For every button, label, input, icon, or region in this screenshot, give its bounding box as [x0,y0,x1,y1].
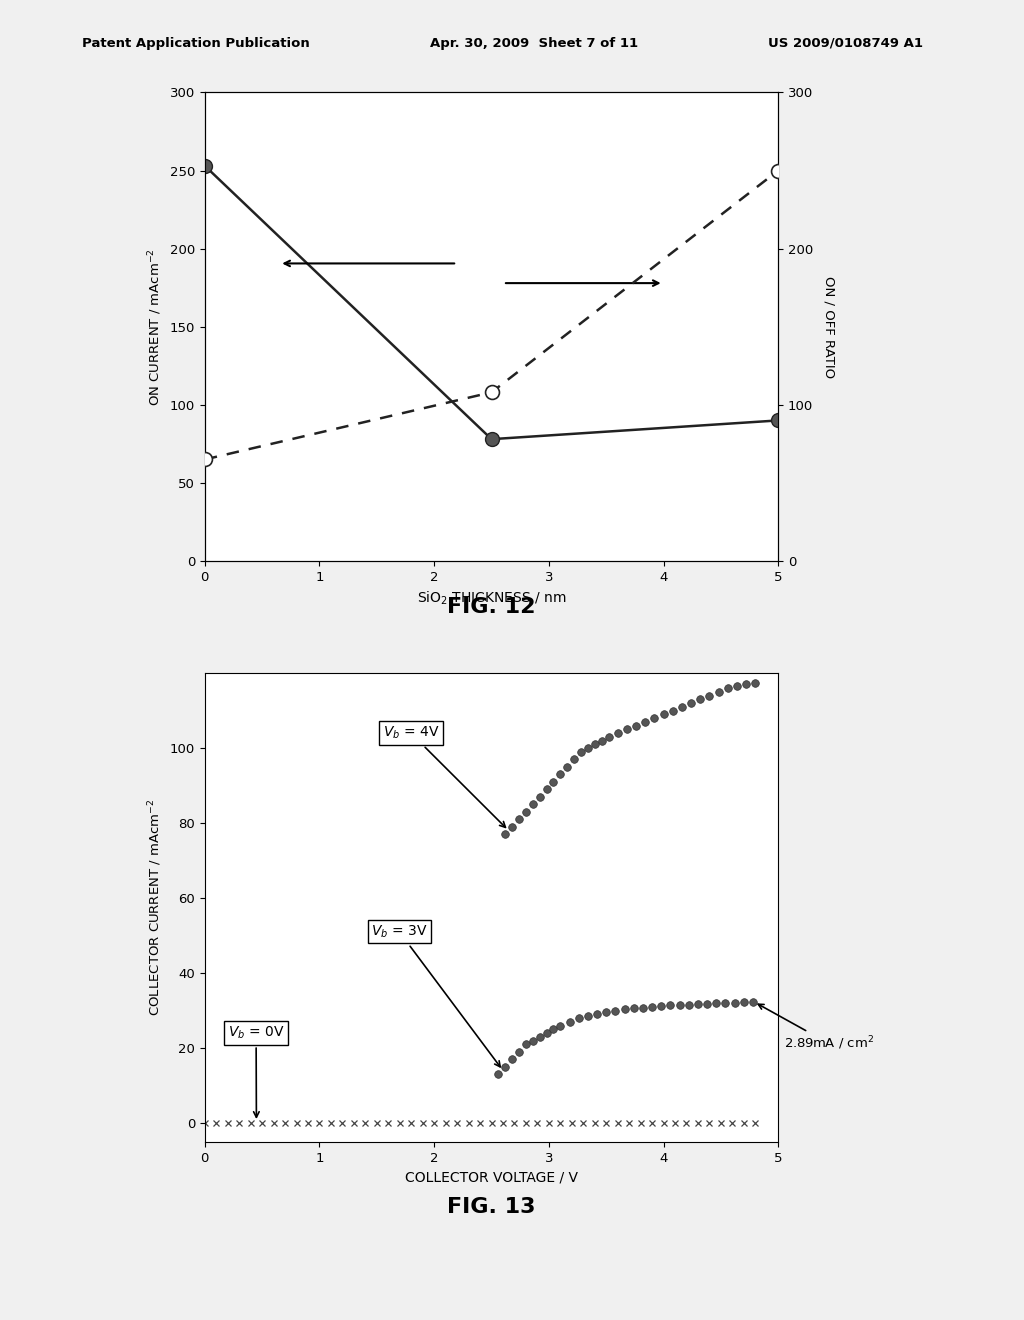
Y-axis label: ON / OFF RATIO: ON / OFF RATIO [822,276,836,378]
Text: FIG. 13: FIG. 13 [447,1197,536,1217]
Y-axis label: ON CURRENT / mAcm$^{-2}$: ON CURRENT / mAcm$^{-2}$ [146,248,164,405]
Text: $V_b$ = 3V: $V_b$ = 3V [371,924,500,1067]
X-axis label: COLLECTOR VOLTAGE / V: COLLECTOR VOLTAGE / V [406,1170,578,1184]
X-axis label: SiO$_2$ THICKNESS / nm: SiO$_2$ THICKNESS / nm [417,589,566,607]
Text: 2.89mA / cm$^2$: 2.89mA / cm$^2$ [758,1005,874,1052]
Text: Apr. 30, 2009  Sheet 7 of 11: Apr. 30, 2009 Sheet 7 of 11 [430,37,638,50]
Text: $V_b$ = 0V: $V_b$ = 0V [227,1024,285,1117]
Text: $V_b$ = 4V: $V_b$ = 4V [383,725,506,828]
Text: Patent Application Publication: Patent Application Publication [82,37,309,50]
Text: US 2009/0108749 A1: US 2009/0108749 A1 [768,37,923,50]
Y-axis label: COLLECTOR CURRENT / mAcm$^{-2}$: COLLECTOR CURRENT / mAcm$^{-2}$ [146,799,164,1016]
Text: FIG. 12: FIG. 12 [447,597,536,616]
